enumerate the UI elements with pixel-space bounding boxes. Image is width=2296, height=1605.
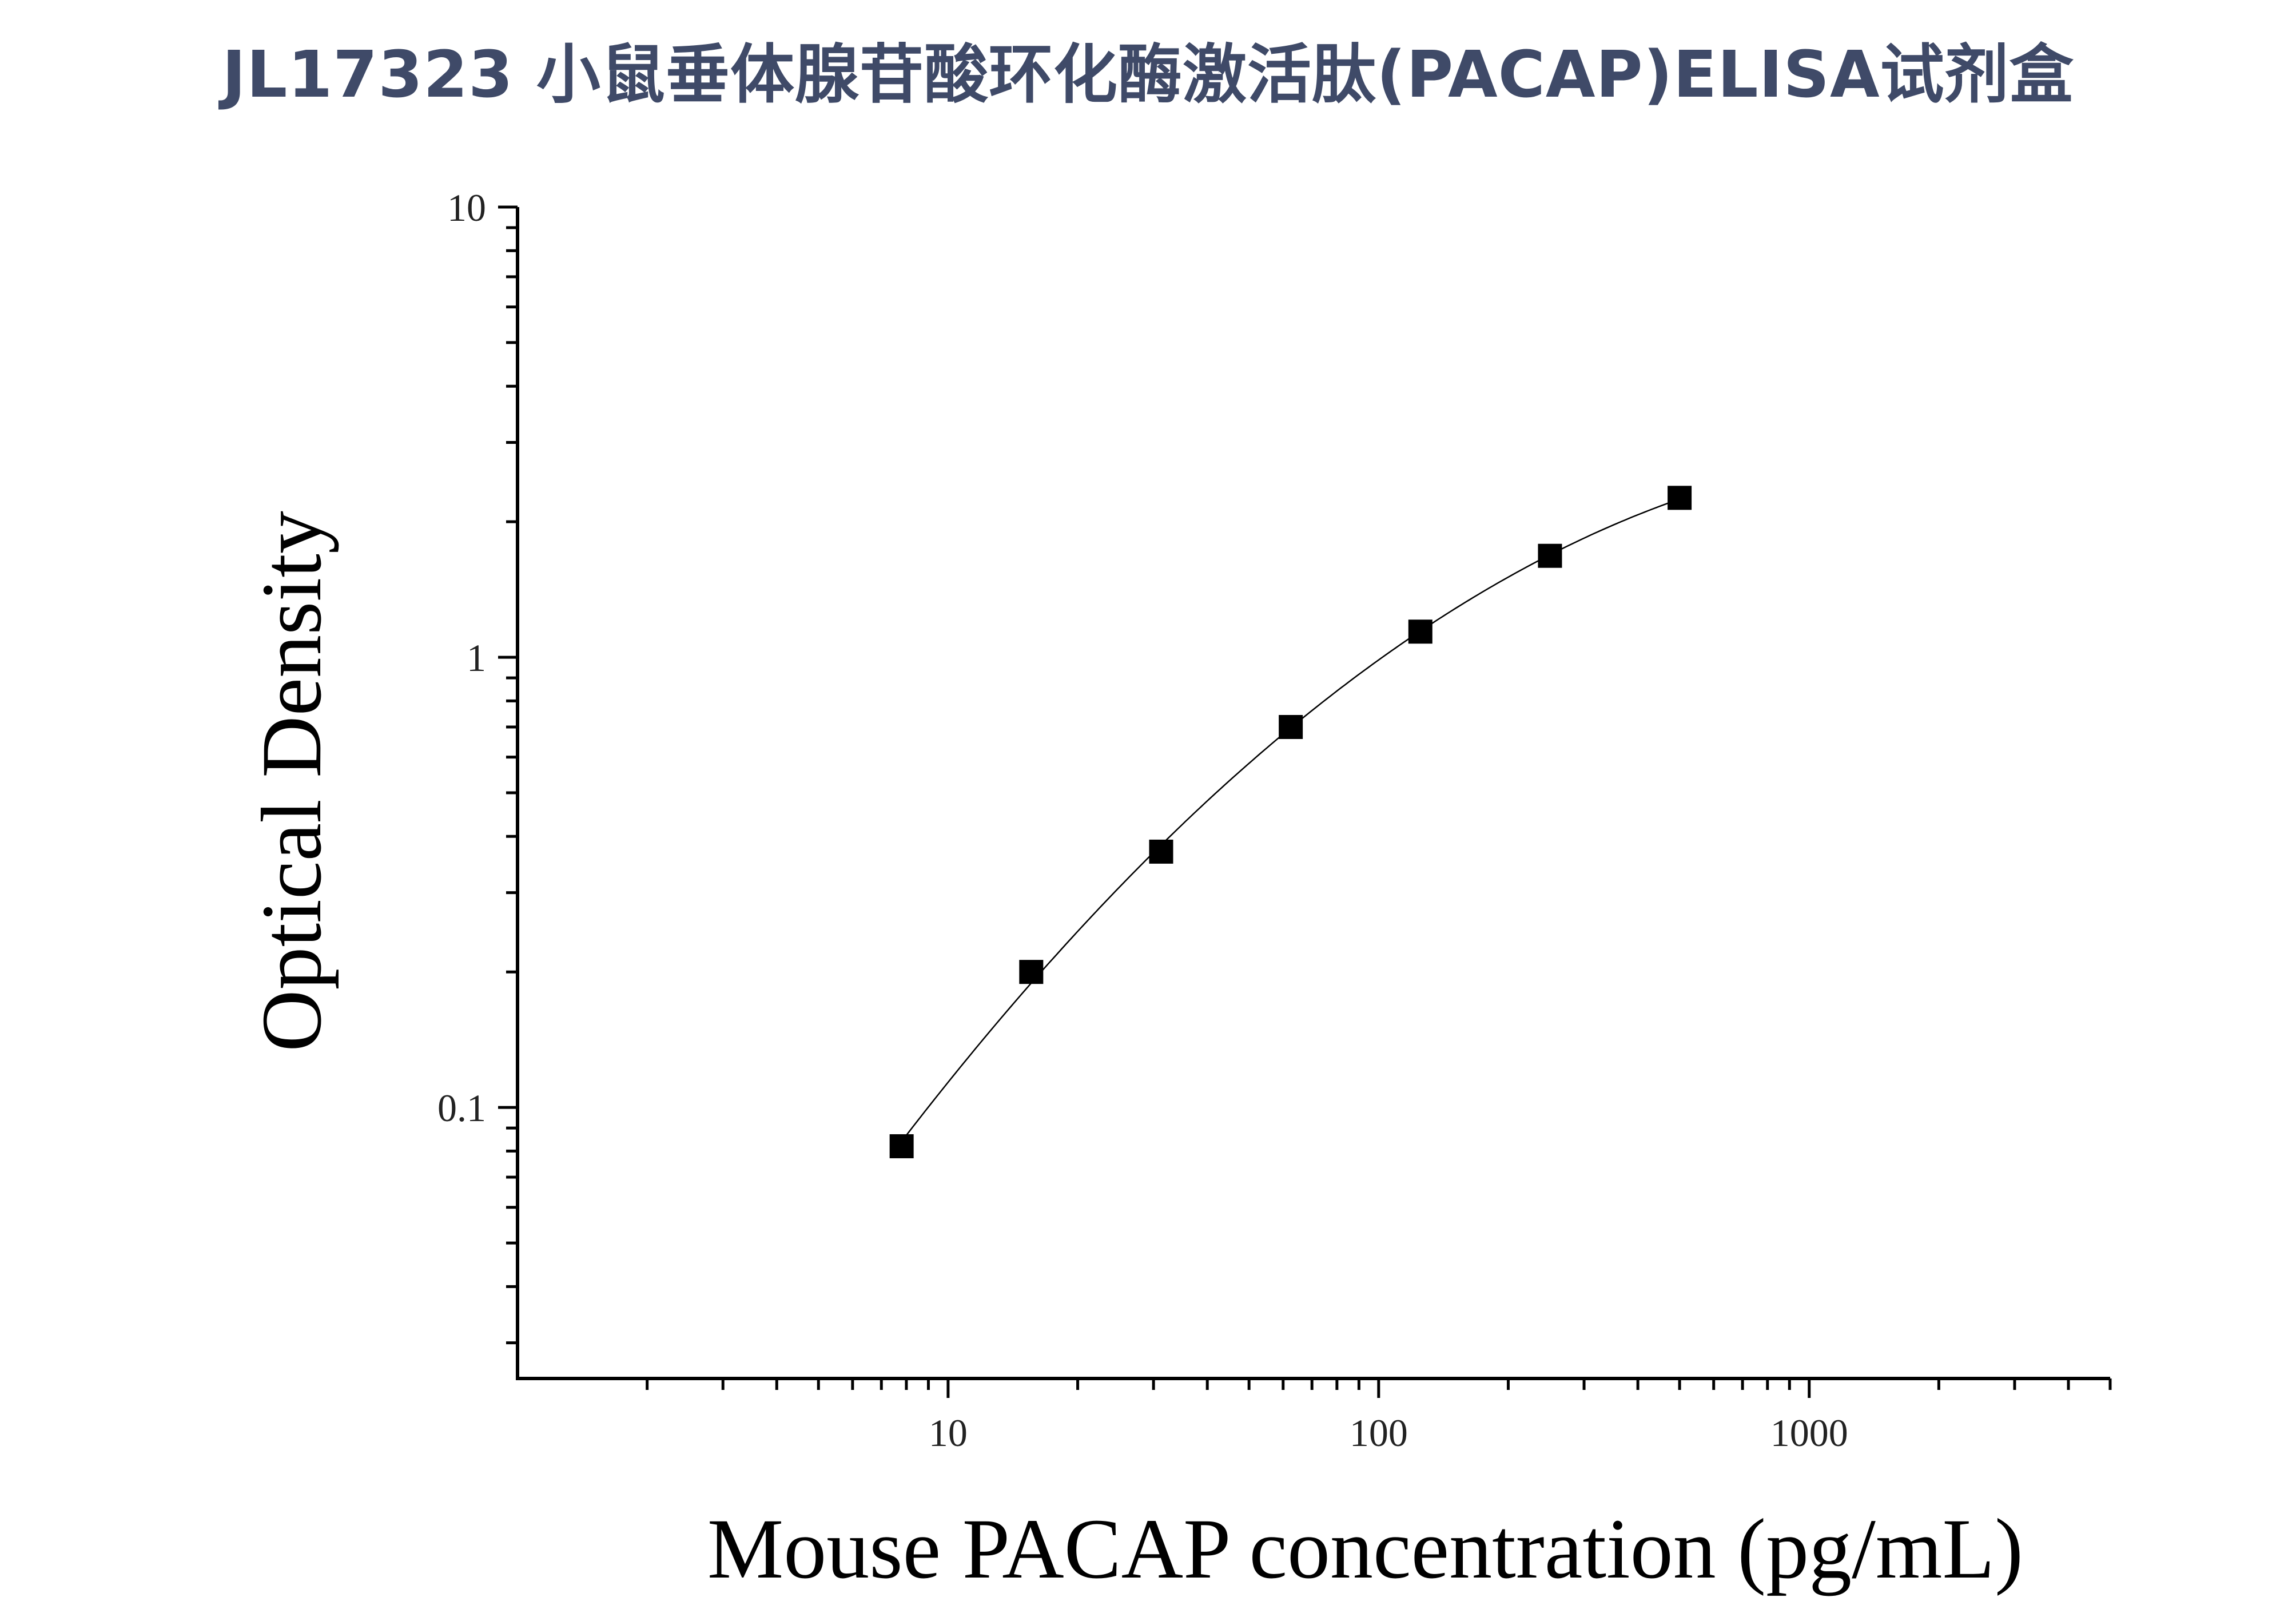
y-axis-title: Optical Density (244, 511, 339, 1052)
data-point (1538, 543, 1562, 568)
data-point (1668, 486, 1692, 510)
axes (516, 207, 2110, 1380)
data-point (1149, 839, 1173, 864)
x-tick-label: 100 (1350, 1411, 1408, 1455)
data-point (1408, 619, 1432, 644)
data-points (889, 486, 1692, 1158)
x-tick-label: 10 (929, 1411, 968, 1455)
y-tick-label: 10 (447, 186, 486, 229)
x-tick-label: 1000 (1770, 1411, 1848, 1455)
x-axis-title: Mouse PACAP concentration (pg/mL) (707, 1501, 2023, 1596)
y-tick-label: 1 (467, 636, 486, 680)
y-tick-label: 0.1 (437, 1086, 486, 1130)
y-axis-ticks: 0.1 1 10 (437, 186, 518, 1345)
chart-title: JL17323 小鼠垂体腺苷酸环化酶激活肽(PACAP)ELISA试剂盒 (222, 38, 2074, 112)
data-point (1019, 960, 1044, 984)
fit-curve (901, 498, 1680, 1142)
x-axis-ticks: 10 100 1000 (646, 1378, 2112, 1455)
data-point (1279, 714, 1303, 739)
data-point (889, 1134, 914, 1158)
